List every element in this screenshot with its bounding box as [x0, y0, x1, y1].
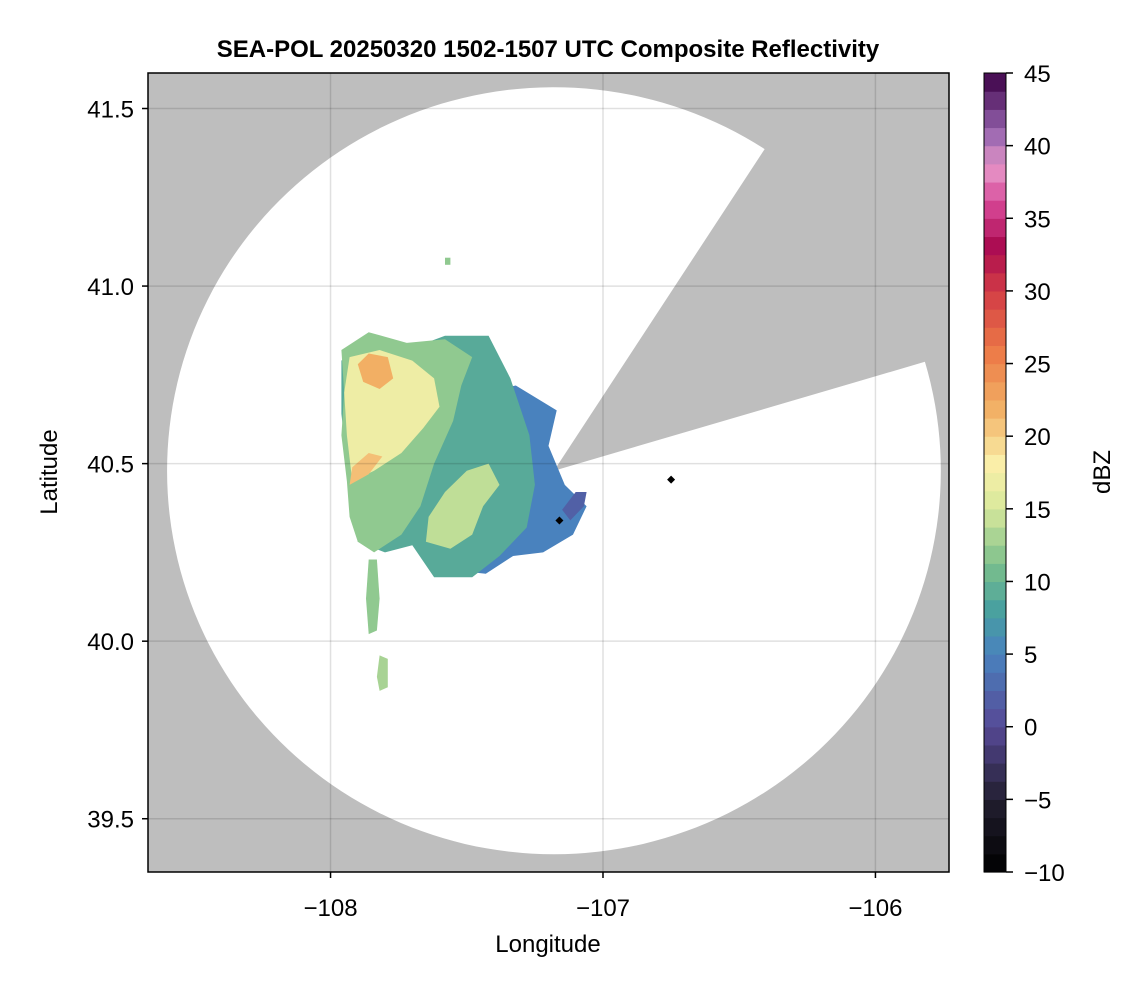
colorbar-band	[984, 218, 1006, 238]
colorbar-band	[984, 726, 1006, 746]
colorbar-band	[984, 654, 1006, 673]
colorbar-band	[984, 545, 1006, 564]
colorbar-band	[984, 490, 1006, 510]
colorbar-tick-label: 40	[1024, 134, 1051, 161]
colorbar-tick-label: 45	[1024, 61, 1051, 88]
colorbar-band	[984, 309, 1006, 328]
colorbar-tick-label: 35	[1024, 206, 1051, 233]
echo-core-south	[349, 453, 383, 485]
x-tick-label: −108	[304, 895, 358, 922]
colorbar-band	[984, 290, 1006, 310]
colorbar-tick-label: 25	[1024, 352, 1051, 379]
colorbar-band	[984, 254, 1006, 274]
colorbar-frame	[983, 72, 1007, 873]
colorbar-band	[984, 345, 1006, 365]
colorbar-band	[984, 563, 1006, 583]
colorbar-band	[984, 781, 1006, 800]
colorbar-band	[984, 181, 1006, 201]
colorbar-band	[984, 599, 1006, 619]
colorbar-tick-label: 10	[1024, 569, 1051, 596]
echo-cell-north	[445, 257, 451, 265]
colorbar: −10 −5 0 5 10 15 20 25 30 35 40 45 dBZ	[983, 61, 1116, 887]
colorbar-tick-label: 5	[1024, 642, 1037, 669]
colorbar-band	[984, 744, 1006, 764]
colorbar-band	[984, 418, 1006, 437]
reflectivity-echoes	[341, 257, 587, 691]
chart-title: SEA-POL 20250320 1502-1507 UTC Composite…	[217, 36, 880, 63]
colorbar-band	[984, 91, 1006, 110]
y-axis-ticks: 39.5 40.0 40.5 41.0 41.5	[87, 97, 148, 834]
colorbar-band	[984, 817, 1006, 837]
colorbar-band	[984, 635, 1006, 655]
echo-east-fringe	[562, 492, 587, 521]
colorbar-band	[984, 399, 1006, 419]
colorbar-band	[984, 617, 1006, 637]
colorbar-band	[984, 236, 1006, 256]
colorbar-band	[984, 472, 1006, 492]
plot-area	[148, 73, 949, 872]
y-tick-label: 41.5	[87, 97, 134, 124]
echo-main-echo-light-east	[425, 463, 500, 549]
colorbar-band	[984, 436, 1006, 455]
colorbar-band	[984, 708, 1006, 728]
colorbar-band	[984, 73, 1006, 92]
colorbar-tick-label: 15	[1024, 497, 1051, 524]
colorbar-band	[984, 272, 1006, 292]
colorbar-band	[984, 526, 1006, 546]
colorbar-band	[984, 853, 1006, 873]
colorbar-band	[984, 763, 1006, 782]
x-axis-ticks: −108 −107 −106	[304, 872, 902, 922]
colorbar-band	[984, 581, 1006, 601]
colorbar-bands	[984, 73, 1006, 873]
y-tick-label: 41.0	[87, 274, 134, 301]
echo-core-north	[357, 353, 394, 389]
colorbar-label: dBZ	[1089, 450, 1116, 494]
colorbar-band	[984, 454, 1006, 474]
colorbar-ticks: −10 −5 0 5 10 15 20 25 30 35 40 45	[1006, 61, 1065, 887]
colorbar-band	[984, 200, 1006, 219]
colorbar-tick-label: −5	[1024, 787, 1051, 814]
x-tick-label: −106	[848, 895, 902, 922]
colorbar-band	[984, 508, 1006, 528]
colorbar-band	[984, 690, 1006, 710]
colorbar-band	[984, 363, 1006, 383]
colorbar-band	[984, 109, 1006, 129]
colorbar-band	[984, 381, 1006, 401]
y-tick-label: 39.5	[87, 807, 134, 834]
plot-frame	[147, 72, 950, 873]
colorbar-band	[984, 799, 1006, 819]
x-axis-label: Longitude	[495, 931, 600, 958]
colorbar-tick-label: 30	[1024, 279, 1051, 306]
x-tick-label: −107	[576, 895, 630, 922]
grid-lines	[148, 73, 949, 872]
y-tick-label: 40.0	[87, 629, 134, 656]
data-marker	[667, 475, 676, 484]
colorbar-band	[984, 835, 1006, 855]
y-axis-label: Latitude	[36, 429, 63, 514]
colorbar-band	[984, 163, 1006, 183]
colorbar-tick-label: 20	[1024, 424, 1051, 451]
y-tick-label: 40.5	[87, 452, 134, 479]
colorbar-band	[984, 127, 1006, 147]
colorbar-band	[984, 327, 1006, 346]
colorbar-tick-label: 0	[1024, 715, 1037, 742]
data-markers	[555, 475, 676, 525]
echo-strip-south-1	[366, 559, 380, 635]
data-marker	[555, 516, 564, 525]
colorbar-band	[984, 145, 1006, 165]
colorbar-tick-label: −10	[1024, 860, 1065, 887]
colorbar-band	[984, 672, 1006, 692]
echo-strip-south-2	[376, 655, 388, 691]
